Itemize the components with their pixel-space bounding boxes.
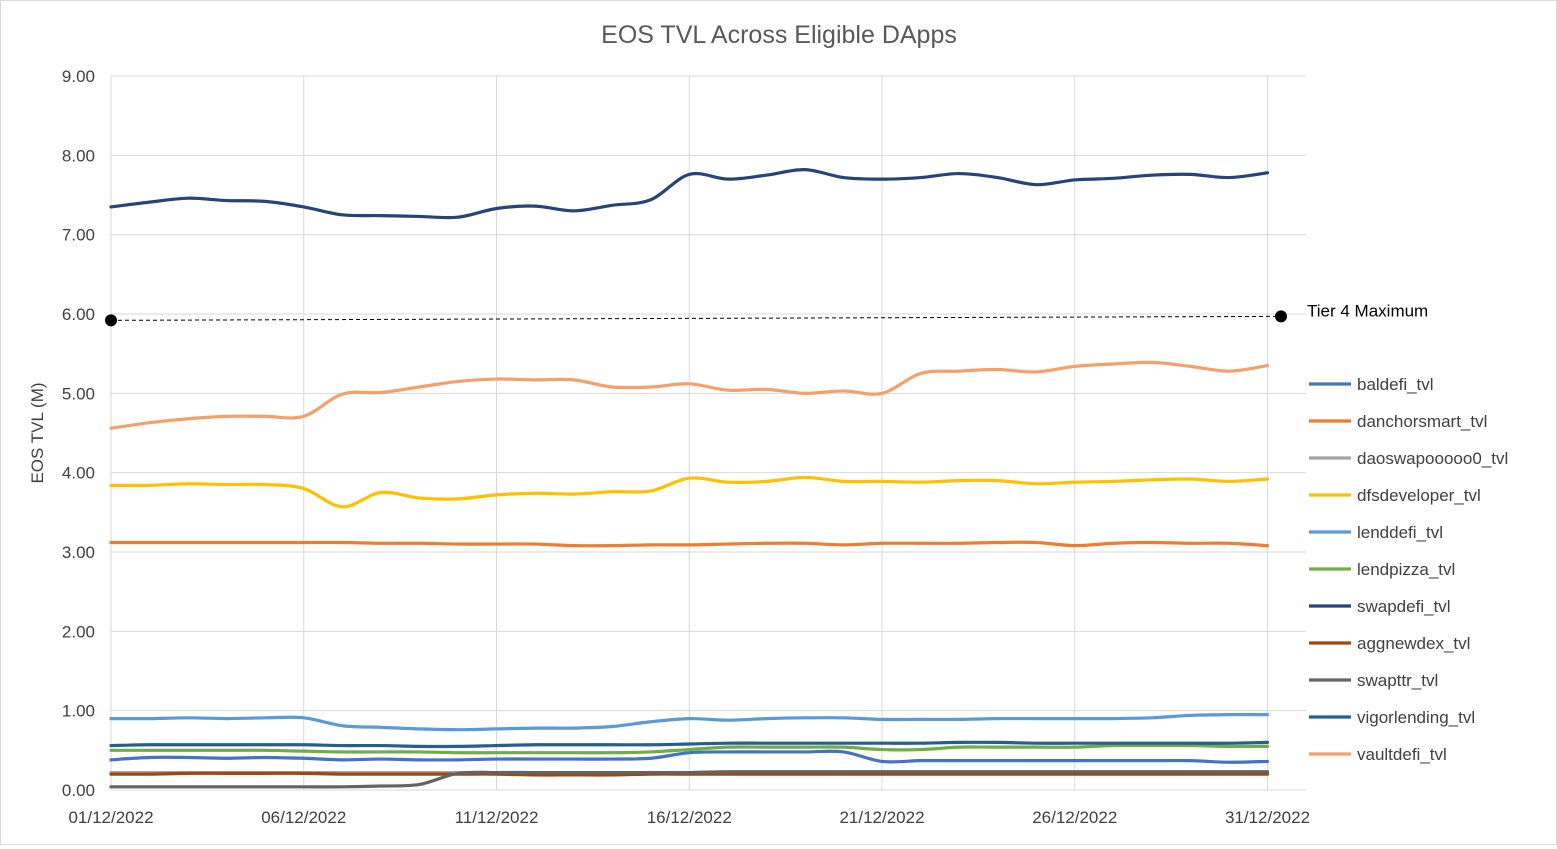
reference-point-start: [105, 314, 117, 327]
gridlines: [110, 75, 1306, 791]
y-tick-label: 6.00: [62, 305, 95, 324]
y-tick-label: 8.00: [62, 146, 95, 165]
legend-label: dfsdeveloper_tvl: [1357, 486, 1481, 505]
x-tick-label: 21/12/2022: [839, 808, 924, 827]
reference-line: [110, 315, 1282, 321]
series-line-swapttr_tvl: [109, 770, 1270, 789]
legend-label: swapdefi_tvl: [1357, 597, 1451, 616]
reference-point-end: [1275, 310, 1287, 323]
series-line-lendpizza_tvl: [109, 743, 1270, 755]
series-line-lenddefi_tvl: [109, 712, 1270, 732]
series-line-dfsdeveloper_tvl: [109, 475, 1270, 509]
legend-label: lendpizza_tvl: [1357, 560, 1455, 579]
legend-label: lenddefi_tvl: [1357, 523, 1443, 542]
y-tick-label: 2.00: [62, 622, 95, 641]
series-lines: [109, 168, 1270, 789]
legend-label: aggnewdex_tvl: [1357, 634, 1470, 653]
series-line-vigorlending_tvl: [109, 740, 1270, 749]
y-tick-label: 1.00: [62, 702, 95, 721]
x-tick-label: 01/12/2022: [68, 808, 153, 827]
y-tick-label: 0.00: [62, 781, 95, 800]
legend-label: swapttr_tvl: [1357, 671, 1438, 690]
legend-label: vigorlending_tvl: [1357, 708, 1475, 727]
y-axis-label: EOS TVL (M): [28, 382, 47, 483]
legend-label: vaultdefi_tvl: [1357, 745, 1447, 764]
x-tick-label: 31/12/2022: [1225, 808, 1310, 827]
x-axis-ticks: 01/12/2022 06/12/2022 11/12/2022 16/12/2022…: [68, 808, 1310, 827]
legend: baldefi_tvl danchorsmart_tvl daoswapooooo0…: [1309, 375, 1508, 764]
legend-label: daoswapooooo0_tvl: [1357, 449, 1508, 468]
legend-label: baldefi_tvl: [1357, 375, 1434, 394]
series-line-baldefi_tvl: [109, 749, 1270, 764]
y-tick-label: 7.00: [62, 226, 95, 245]
y-tick-label: 4.00: [62, 464, 95, 483]
series-line-swapdefi_tvl: [109, 168, 1270, 220]
x-tick-label: 26/12/2022: [1032, 808, 1117, 827]
y-axis-ticks: 0.00 1.00 2.00 3.00 4.00 5.00 6.00 7.00 8.00 9.00: [62, 67, 95, 800]
y-tick-label: 3.00: [62, 543, 95, 562]
x-tick-label: 06/12/2022: [261, 808, 346, 827]
reference-line-group: Tier 4 Maximum: [105, 301, 1428, 327]
chart-title: EOS TVL Across Eligible DApps: [601, 21, 957, 49]
x-tick-label: 16/12/2022: [647, 808, 732, 827]
series-line-vaultdefi_tvl: [109, 360, 1270, 430]
series-line-danchorsmart_tvl: [109, 540, 1270, 548]
x-tick-label: 11/12/2022: [455, 808, 539, 827]
legend-label: danchorsmart_tvl: [1357, 412, 1487, 431]
y-tick-label: 5.00: [62, 384, 95, 403]
reference-line-label: Tier 4 Maximum: [1307, 301, 1428, 320]
y-tick-label: 9.00: [62, 67, 95, 86]
